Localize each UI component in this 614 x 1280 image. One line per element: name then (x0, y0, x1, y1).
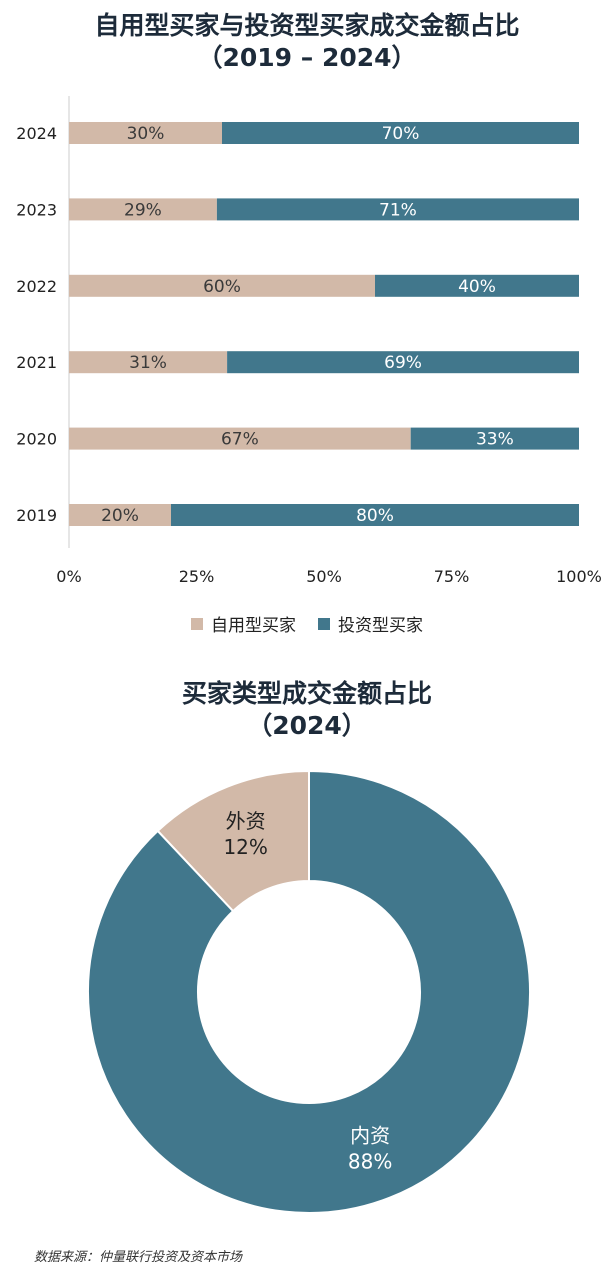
pie-chart-title: 买家类型成交金额占比 （2024） (0, 678, 614, 742)
bar-segment-investment (216, 198, 579, 221)
y-tick-label: 2022 (16, 277, 57, 296)
bar-chart: 2024 30% 70% 2023 29% 71% 2022 60% 40% 2021 31% 69%… (16, 96, 602, 586)
x-tick-label: 100% (556, 567, 602, 586)
bar-chart-legend: 自用型买家 投资型买家 (0, 611, 614, 636)
bar-segment-self-use (69, 122, 222, 144)
bar-segment-investment (222, 122, 579, 144)
donut-slice-domestic (87, 769, 531, 1214)
legend-item-self-use: 自用型买家 (191, 611, 296, 636)
bar-segment-investment (375, 274, 579, 297)
bar-chart-title: 自用型买家与投资型买家成交金额占比 （2019 – 2024） (0, 10, 614, 74)
y-tick-label: 2019 (16, 506, 57, 525)
donut-slice-percent: 12% (223, 835, 267, 859)
donut-slice-name: 内资 (350, 1123, 390, 1147)
bar-data-label: 30% (127, 124, 165, 144)
data-source: 数据来源：仲量联行投资及资本市场 (34, 1250, 243, 1265)
bar-segment-self-use (69, 504, 171, 526)
bar-chart-title-main: 自用型买家与投资型买家成交金额占比 (94, 11, 520, 40)
y-tick-label: 2021 (16, 353, 57, 372)
y-tick-label: 2020 (16, 430, 57, 449)
x-tick-label: 25% (179, 567, 215, 586)
legend-item-investment: 投资型买家 (318, 611, 423, 636)
bar-data-label: 70% (382, 124, 420, 144)
bar-data-label: 33% (476, 430, 514, 450)
bar-segment-investment (171, 504, 579, 526)
legend-swatch-investment (318, 617, 330, 630)
y-tick-label: 2024 (16, 124, 57, 143)
bar-segment-self-use (69, 427, 411, 450)
bar-segment-investment (410, 427, 579, 450)
bar-data-label: 29% (124, 200, 162, 220)
bar-data-label: 60% (203, 277, 241, 297)
y-tick-label: 2023 (16, 200, 57, 219)
bar-data-label: 69% (384, 353, 422, 373)
bar-chart-title-years: （2019 – 2024） (197, 43, 417, 72)
donut-slice-percent: 88% (348, 1149, 392, 1173)
bar-data-label: 40% (458, 277, 496, 297)
x-tick-label: 50% (306, 567, 342, 586)
bar-segment-self-use (69, 198, 217, 221)
bar-data-label: 71% (379, 200, 417, 220)
bar-data-label: 80% (356, 506, 394, 526)
bar-data-label: 20% (101, 506, 139, 526)
x-tick-label: 75% (434, 567, 470, 586)
bar-segment-self-use (69, 351, 228, 374)
bar-segment-self-use (69, 274, 375, 297)
legend-label-self-use: 自用型买家 (211, 616, 296, 636)
bar-segment-investment (227, 351, 579, 374)
x-tick-label: 0% (56, 567, 81, 586)
bar-data-label: 31% (129, 353, 167, 373)
pie-chart-title-year: （2024） (247, 711, 367, 740)
legend-swatch-self-use (191, 617, 203, 630)
bar-data-label: 67% (221, 430, 259, 450)
donut-slice-name: 外资 (226, 809, 266, 833)
pie-chart-title-main: 买家类型成交金额占比 (181, 679, 432, 708)
legend-label-investment: 投资型买家 (338, 616, 423, 636)
